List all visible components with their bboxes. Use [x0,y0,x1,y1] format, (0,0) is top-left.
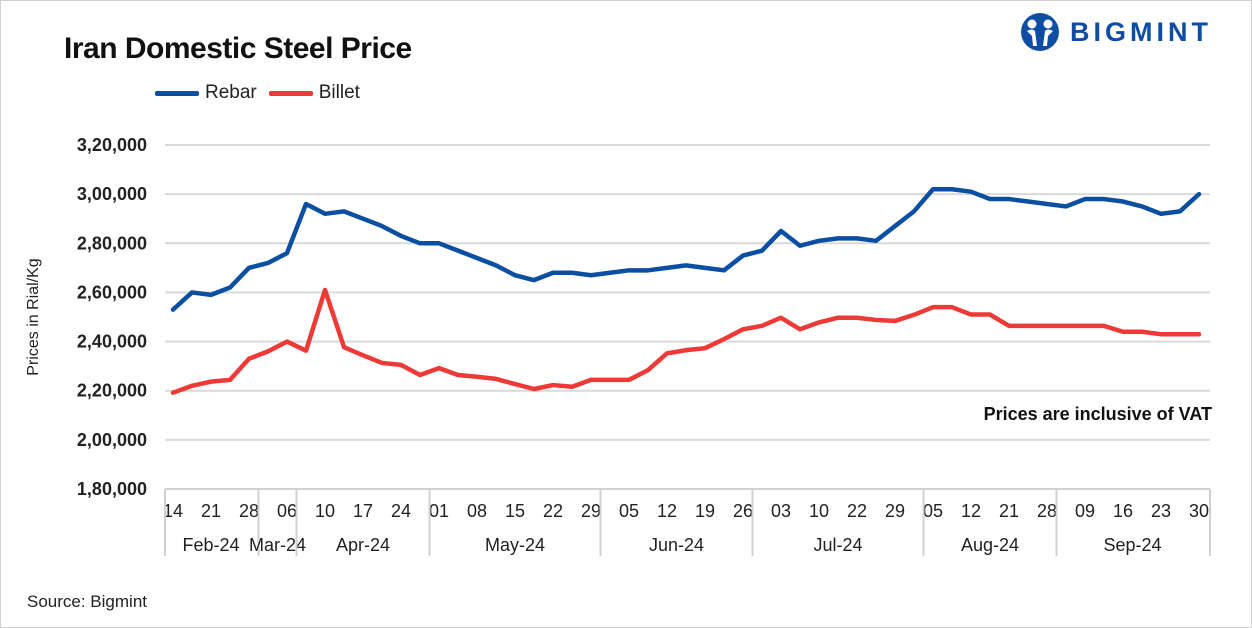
legend-item-rebar: Rebar [155,82,257,104]
x-tick-label: 08 [467,501,487,521]
x-tick-label: 03 [771,501,791,521]
x-tick-label: 22 [543,501,563,521]
y-tick-label: 2,80,000 [77,233,147,253]
x-tick-label: 10 [809,501,829,521]
x-tick-label: 21 [201,501,221,521]
vat-annotation: Prices are inclusive of VAT [984,404,1212,424]
x-tick-label: 15 [505,501,525,521]
x-tick-label: 24 [391,501,411,521]
y-axis-title: Prices in Rial/Kg [25,258,42,375]
x-tick-label: 29 [581,501,601,521]
x-tick-label: 10 [315,501,335,521]
month-label: Sep-24 [1103,535,1161,555]
x-tick-label: 16 [1113,501,1133,521]
month-label: Apr-24 [336,535,390,555]
x-tick-label: 30 [1189,501,1209,521]
month-label: Aug-24 [961,535,1019,555]
x-tick-label: 01 [429,501,449,521]
x-tick-label: 06 [277,501,297,521]
x-tick-label: 23 [1151,501,1171,521]
x-tick-label: 05 [619,501,639,521]
x-tick-label: 19 [695,501,715,521]
legend-swatch-billet [268,90,313,96]
x-tick-label: 28 [1037,501,1057,521]
legend-label-billet: Billet [318,82,360,103]
y-tick-label: 3,20,000 [77,135,147,155]
x-tick-label: 12 [657,501,677,521]
x-tick-label: 21 [999,501,1019,521]
x-tick-label: 26 [733,501,753,521]
y-tick-label: 2,40,000 [77,332,147,352]
source-note: Source: Bigmint [27,592,147,611]
chart-title: Iran Domestic Steel Price [64,32,412,65]
x-tick-label: 29 [885,501,905,521]
x-tick-label: 09 [1075,501,1095,521]
bigmint-logo-icon [1021,13,1059,51]
month-label: Mar-24 [249,535,306,555]
x-tick-label: 14 [163,501,183,521]
logo-text: BIGMINT [1070,16,1212,47]
x-tick-label: 28 [239,501,259,521]
y-tick-label: 3,00,000 [77,184,147,204]
bigmint-logo: BIGMINT [1020,12,1212,52]
legend-swatch-rebar [155,90,199,96]
y-tick-label: 1,80,000 [77,479,147,499]
x-tick-label: 22 [847,501,867,521]
month-label: Jun-24 [649,535,704,555]
legend: Rebar Billet [155,82,360,104]
y-tick-label: 2,60,000 [77,282,147,302]
y-tick-label: 2,00,000 [77,430,147,450]
y-tick-label: 2,20,000 [77,381,147,401]
x-tick-label: 17 [353,501,373,521]
month-label: Jul-24 [813,535,862,555]
month-label: May-24 [485,535,545,555]
x-tick-label: 05 [923,501,943,521]
x-tick-label: 12 [961,501,981,521]
legend-label-rebar: Rebar [205,82,257,103]
legend-item-billet: Billet [268,82,360,104]
month-label: Feb-24 [182,535,239,555]
